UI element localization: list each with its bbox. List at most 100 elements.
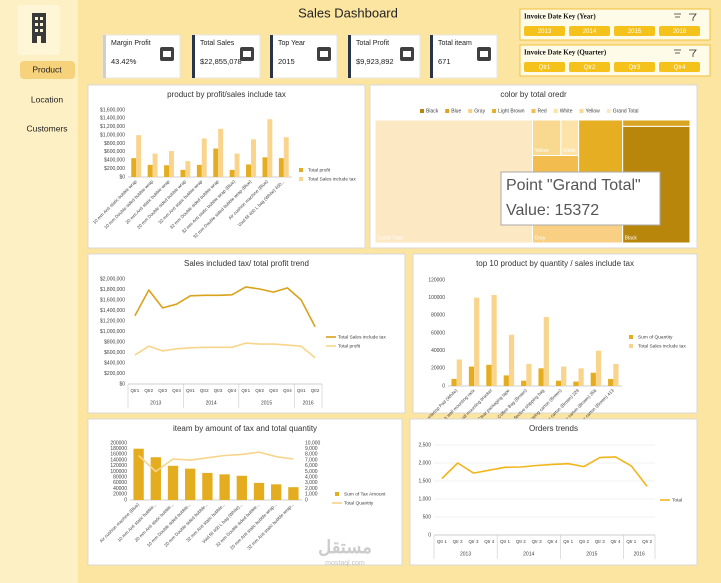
bar: [229, 169, 235, 177]
slicer-button[interactable]: [524, 26, 565, 36]
bar: [185, 468, 196, 500]
legend-label: Gray: [474, 108, 485, 114]
x-tick-label: Qtr2: [200, 388, 209, 393]
y-tick-label: 40000: [431, 348, 445, 354]
treemap-tile: [622, 119, 691, 127]
y-tick-label: $1,400,000: [100, 308, 125, 314]
legend-swatch: [553, 109, 558, 113]
nav-item[interactable]: Product: [32, 64, 62, 74]
slicer-button-label[interactable]: 2013: [538, 29, 552, 35]
nav-item[interactable]: Customers: [26, 123, 67, 133]
bar: [262, 157, 268, 177]
y-tick-label: $1,400,000: [100, 116, 125, 122]
bar: [543, 317, 549, 386]
nav-item[interactable]: Location: [31, 94, 63, 104]
x-group-label: 2016: [303, 400, 314, 406]
y-tick-label: $1,000,000: [100, 329, 125, 335]
y-tick-label: 1,500: [418, 478, 431, 484]
y-tick-label: $1,800,000: [100, 287, 125, 293]
bar: [202, 472, 213, 500]
x-tick-label: Qtr 4: [611, 539, 621, 544]
legend-label: Total Sales include tax: [638, 343, 686, 349]
dashboard-title: Sales Dashboard: [298, 5, 398, 20]
bar: [486, 364, 492, 386]
slicer-button[interactable]: [614, 62, 655, 72]
bar: [491, 295, 497, 386]
x-group-label: 2015: [261, 400, 272, 406]
kpi-icon-detail: [403, 51, 411, 57]
y-tick-label: 80000: [431, 313, 445, 319]
slicer-button-label[interactable]: 2016: [673, 29, 687, 35]
y-tick-label: $200,000: [104, 371, 125, 377]
y-tick-label: $0: [119, 174, 125, 180]
bar: [526, 363, 532, 386]
x-tick-label: Qtr 2: [579, 539, 589, 544]
kpi-accent: [103, 35, 106, 78]
x-tick-label: Qtr 2: [642, 539, 652, 544]
slicer-button[interactable]: [569, 26, 610, 36]
bar: [131, 158, 137, 177]
y-tick-label: 0: [124, 497, 127, 503]
chart-title: product by profit/sales include tax: [167, 90, 286, 99]
legend-label: Red: [538, 108, 547, 114]
y-tick-label: $400,000: [104, 360, 125, 366]
bar: [136, 135, 142, 177]
bar: [474, 297, 480, 386]
slicer-button[interactable]: [659, 62, 700, 72]
y-tick-label: $800,000: [104, 141, 125, 147]
x-tick-label: Qtr 1: [626, 539, 636, 544]
bar: [251, 139, 256, 177]
y2-tick-label: 7,000: [305, 457, 318, 463]
slicer-button-label[interactable]: 2014: [583, 29, 597, 35]
slicer-button[interactable]: [569, 62, 610, 72]
slicer-button[interactable]: [614, 26, 655, 36]
y2-tick-label: 8,000: [305, 452, 318, 458]
kpi-label: Total iteam: [438, 40, 472, 47]
legend-swatch: [579, 109, 584, 113]
bar: [167, 465, 179, 500]
slicer-button-label[interactable]: Qtr2: [584, 65, 596, 71]
x-tick-label: Qtr 2: [516, 539, 526, 544]
slicer-button[interactable]: [524, 62, 565, 72]
y-tick-label: 160000: [110, 452, 127, 458]
kpi-accent: [430, 35, 433, 78]
legend-label: Total Sales include tax: [338, 334, 386, 340]
treemap-tile: [578, 119, 624, 181]
bar: [271, 484, 282, 500]
y-tick-label: 120000: [110, 463, 127, 469]
x-tick-label: Qtr 3: [595, 539, 605, 544]
kpi-value: 43.42%: [111, 57, 137, 66]
legend-label: Total: [672, 497, 682, 503]
tooltip-line: Point "Grand Total": [506, 177, 641, 194]
y2-tick-label: 4,000: [305, 475, 318, 481]
legend-swatch: [531, 109, 536, 113]
y-tick-label: 2,000: [418, 460, 431, 466]
slicer-icon: [674, 13, 697, 21]
y-tick-label: 500: [423, 514, 432, 520]
slicer-button[interactable]: [659, 26, 700, 36]
slicer-button-label[interactable]: Qtr3: [629, 65, 641, 71]
slicer-button-label[interactable]: Qtr1: [539, 65, 551, 71]
bar: [234, 153, 240, 177]
legend-label: Yellow: [585, 108, 600, 114]
y-tick-label: $1,600,000: [100, 107, 125, 113]
kpi-label: Top Year: [278, 40, 306, 47]
y2-tick-label: 6,000: [305, 463, 318, 469]
bar: [288, 487, 299, 500]
x-tick-label: Qtr 3: [468, 539, 478, 544]
slicer-button-label[interactable]: 2015: [628, 29, 642, 35]
bar: [219, 474, 230, 500]
legend-label: Total Quantity: [344, 500, 374, 506]
chart-title: top 10 product by quantity / sales inclu…: [476, 259, 634, 268]
series-line: [134, 342, 316, 359]
y-tick-label: 80000: [113, 475, 127, 481]
bar: [573, 381, 579, 386]
tooltip-line: Value: 15372: [506, 202, 599, 219]
y-tick-label: $400,000: [104, 158, 125, 164]
bar: [196, 164, 202, 177]
x-tick-label: Qtr1: [241, 388, 250, 393]
slicer-button-label[interactable]: Qtr4: [674, 65, 686, 71]
bar: [185, 161, 191, 177]
legend-swatch: [606, 109, 611, 113]
bar: [180, 169, 186, 177]
